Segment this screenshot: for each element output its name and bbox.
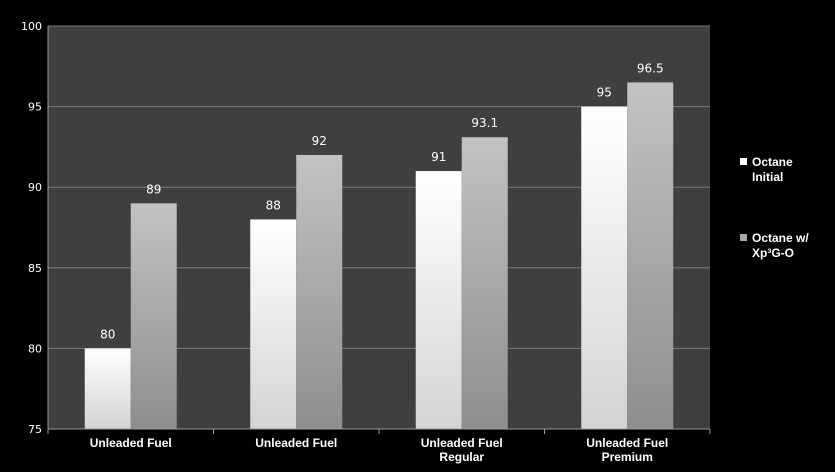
data-label: 80 — [100, 327, 115, 341]
data-label: 89 — [146, 182, 161, 196]
x-category-label-line: Unleaded Fuel — [421, 436, 503, 450]
legend-swatch — [740, 234, 747, 241]
bar-octane-initial — [581, 106, 628, 429]
data-label: 93.1 — [471, 116, 498, 130]
data-label: 91 — [431, 150, 446, 164]
x-category-label: Unleaded Fuel Regular — [421, 436, 503, 464]
data-label: 92 — [312, 134, 327, 148]
legend-label: Octane w/Xp³G-O — [752, 231, 809, 260]
x-category-label-line: Premium — [602, 450, 653, 464]
y-tick-label: 75 — [28, 423, 42, 436]
legend-label-line: Octane — [752, 155, 793, 169]
data-label: 95 — [597, 86, 612, 100]
axes — [47, 26, 711, 434]
data-label: 88 — [266, 198, 281, 212]
y-tick-label: 100 — [21, 20, 42, 33]
legend-label-line: Xp³G-O — [752, 246, 794, 260]
y-tick-label: 90 — [28, 181, 42, 194]
legend: Octane Initial Octane w/Xp³G-O — [740, 155, 809, 260]
bar-octane-xp3go — [296, 154, 343, 429]
x-category-label: Unleaded Fuel — [90, 436, 172, 450]
legend-label: Octane Initial — [752, 155, 793, 184]
y-tick-label: 95 — [28, 101, 42, 114]
bar-octane-initial — [84, 348, 131, 429]
bar-octane-xp3go — [627, 82, 674, 430]
y-tick-label: 80 — [28, 342, 42, 355]
x-category-label-line: Unleaded Fuel — [90, 436, 172, 450]
bar-octane-xp3go — [461, 137, 508, 429]
legend-label-line: Octane w/ — [752, 231, 809, 245]
x-category-label-line: Unleaded Fuel — [586, 436, 668, 450]
data-label: 96.5 — [637, 61, 664, 75]
y-tick-label: 85 — [28, 262, 42, 275]
bar-octane-initial — [250, 219, 297, 429]
bar-octane-initial — [415, 171, 462, 429]
x-category-label-line: Regular — [439, 450, 484, 464]
x-category-label: Unleaded Fuel Premium — [586, 436, 668, 464]
bars — [84, 82, 674, 430]
x-category-label: Unleaded Fuel — [255, 436, 337, 450]
legend-label-line: Initial — [752, 170, 783, 184]
x-category-label-line: Unleaded Fuel — [255, 436, 337, 450]
labels: 75 80 85 90 95 100 80 89 Unleaded Fuel 88 92 Unlead… — [21, 20, 668, 464]
legend-swatch — [740, 158, 747, 165]
bar-octane-xp3go — [130, 203, 177, 429]
